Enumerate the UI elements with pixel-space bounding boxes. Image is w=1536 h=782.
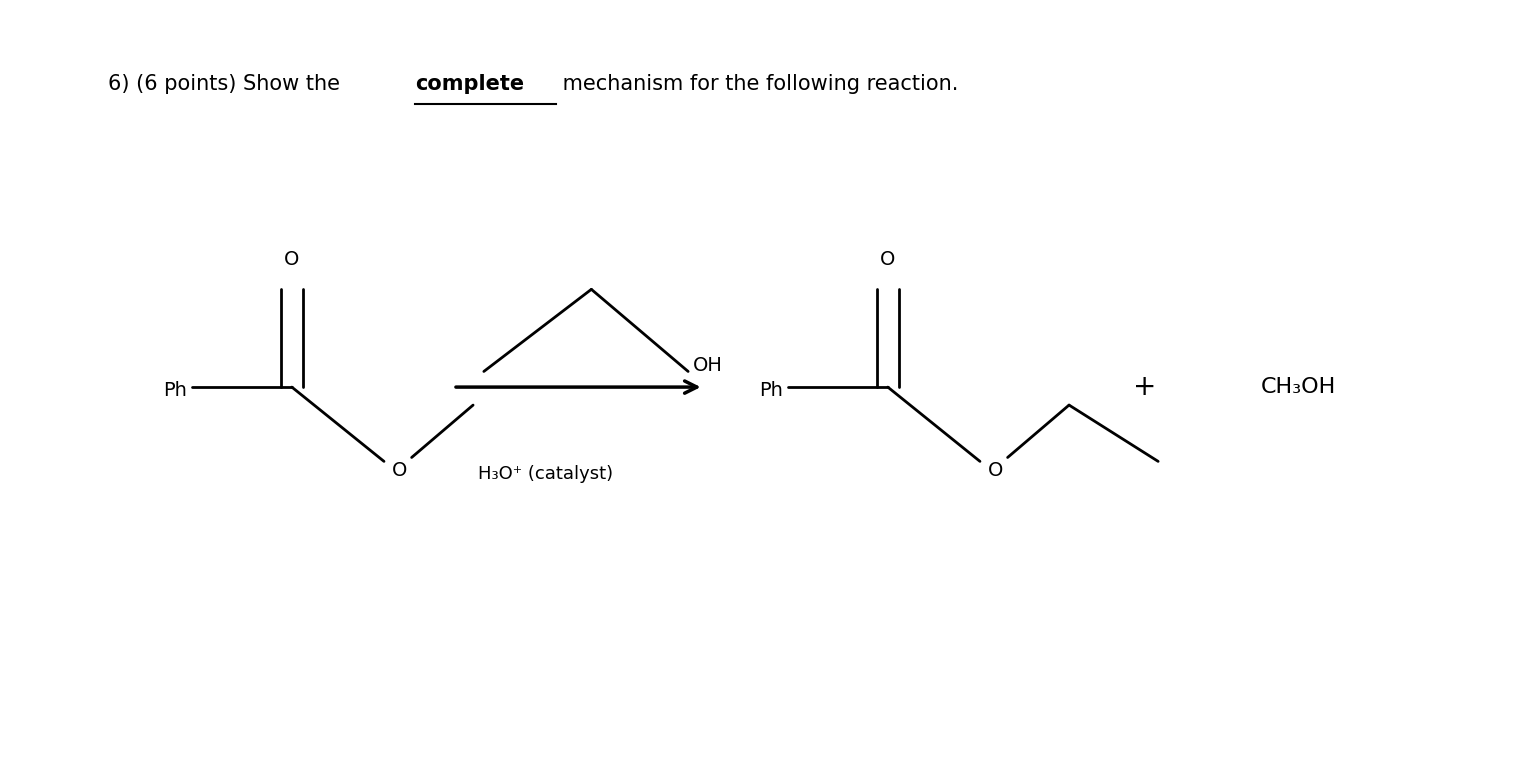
Text: Ph: Ph [163,382,187,400]
Text: 6) (6 points) Show the: 6) (6 points) Show the [108,74,346,94]
Text: CH₃OH: CH₃OH [1261,377,1335,397]
Text: O: O [392,461,407,480]
Text: OH: OH [693,356,722,375]
Text: complete: complete [415,74,525,94]
Text: O: O [880,250,895,269]
Text: H₃O⁺ (catalyst): H₃O⁺ (catalyst) [478,465,613,483]
Text: Ph: Ph [759,382,783,400]
Text: mechanism for the following reaction.: mechanism for the following reaction. [556,74,958,94]
Text: O: O [284,250,300,269]
Text: +: + [1132,373,1157,401]
Text: O: O [988,461,1003,480]
